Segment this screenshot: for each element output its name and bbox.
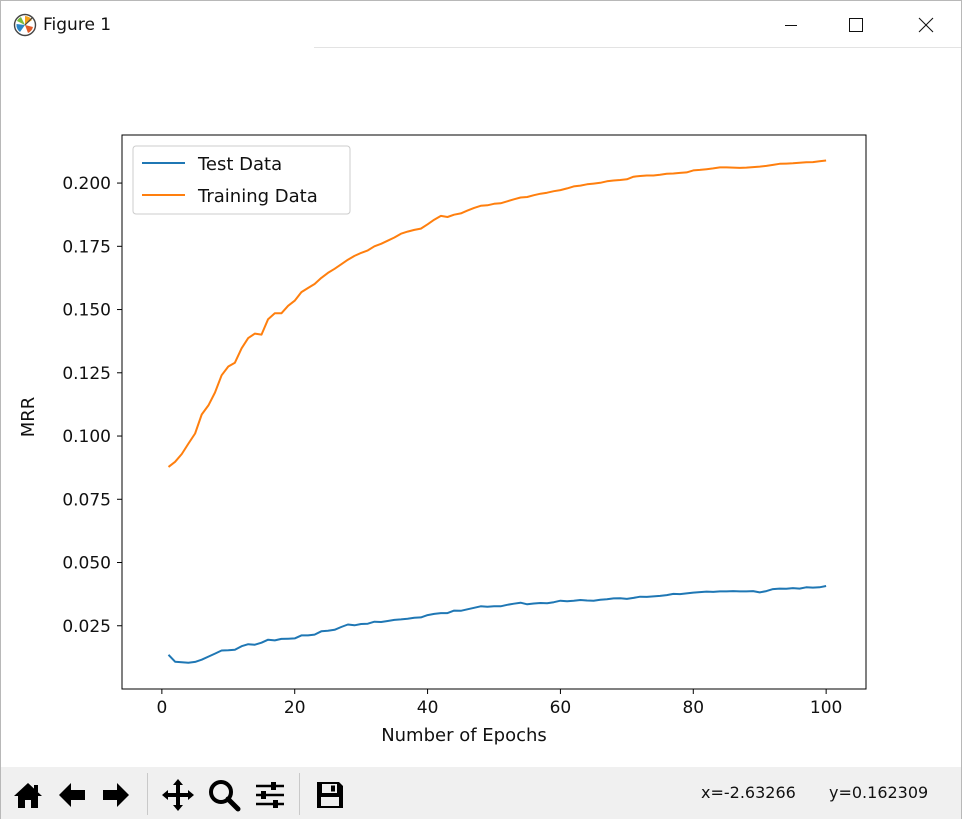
x-tick-label: 20 <box>284 698 306 718</box>
series-line-test-data <box>167 585 827 664</box>
home-icon <box>14 783 42 808</box>
y-tick-label: 0.075 <box>62 490 111 510</box>
matplotlib-icon <box>13 13 37 37</box>
pan-icon <box>162 779 194 811</box>
close-button[interactable] <box>896 1 956 48</box>
y-axis-label: MRR <box>18 397 39 438</box>
back-button[interactable] <box>53 775 91 815</box>
back-icon <box>59 783 85 807</box>
x-tick-label: 40 <box>417 698 439 718</box>
pan-button[interactable] <box>159 775 197 815</box>
toolbar-separator <box>299 773 300 815</box>
save-button[interactable] <box>311 775 349 815</box>
y-tick-label: 0.100 <box>62 427 111 447</box>
y-tick-label: 0.125 <box>62 364 111 384</box>
save-icon <box>317 782 343 808</box>
plot-frame <box>121 134 867 690</box>
window-title: Figure 1 <box>43 15 112 35</box>
maximize-button[interactable] <box>826 1 886 48</box>
figure-canvas[interactable]: 0 20 40 60 80 100 0.025 0.050 0.075 0.100 0.125 0.1… <box>1 48 961 766</box>
zoom-button[interactable] <box>205 775 243 815</box>
y-tick-label: 0.150 <box>62 301 111 321</box>
x-tick-label: 80 <box>682 698 704 718</box>
x-tick-label: 100 <box>810 698 842 718</box>
x-tick-label: 0 <box>156 698 167 718</box>
title-bar[interactable]: Figure 1 <box>1 1 961 48</box>
x-tick-label: 60 <box>550 698 572 718</box>
chart: 0 20 40 60 80 100 0.025 0.050 0.075 0.100 0.125 0.1… <box>18 134 867 746</box>
series-line-training-data <box>167 159 827 468</box>
legend-entry: Training Data <box>197 186 318 207</box>
forward-icon <box>103 783 129 807</box>
configure-subplots-button[interactable] <box>251 775 289 815</box>
y-coordinate-readout: y=0.162309 <box>829 783 929 802</box>
y-tick-label: 0.175 <box>62 237 111 257</box>
minimize-button[interactable] <box>761 1 821 48</box>
title-divider <box>314 47 961 48</box>
legend-entry: Test Data <box>197 154 282 175</box>
zoom-icon <box>209 780 241 812</box>
y-tick-label: 0.050 <box>62 554 111 574</box>
home-button[interactable] <box>9 775 47 815</box>
legend <box>132 145 351 215</box>
y-tick-label: 0.200 <box>62 174 111 194</box>
close-icon <box>918 17 934 32</box>
navigation-toolbar: x=-2.63266 y=0.162309 <box>1 767 961 819</box>
configure-subplots-icon <box>256 782 284 808</box>
x-coordinate-readout: x=-2.63266 <box>701 783 796 802</box>
x-axis-label: Number of Epochs <box>381 725 547 746</box>
maximize-icon <box>849 17 863 32</box>
minimize-icon <box>785 24 797 26</box>
toolbar-separator <box>147 773 148 815</box>
forward-button[interactable] <box>97 775 135 815</box>
y-tick-label: 0.025 <box>62 617 111 637</box>
